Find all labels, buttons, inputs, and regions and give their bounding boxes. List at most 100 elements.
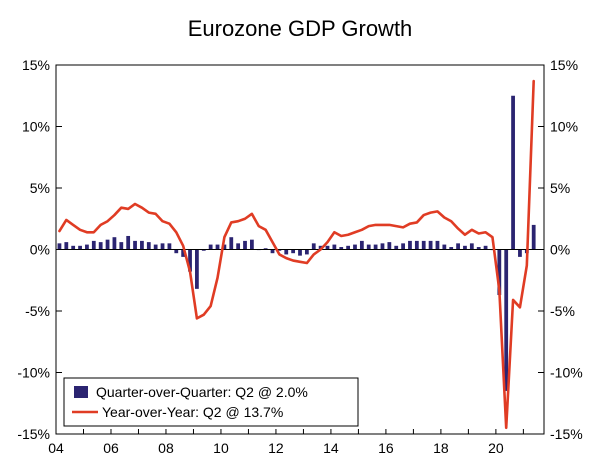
- yoy-line-series: [58, 79, 535, 430]
- qoq-bar: [421, 240, 426, 250]
- qoq-bar: [366, 244, 371, 250]
- qoq-bar: [325, 245, 330, 250]
- qoq-bar: [195, 249, 199, 289]
- y-tick-label-left: 10%: [22, 119, 50, 135]
- qoq-bar: [463, 245, 467, 250]
- bar-swatch-icon: [74, 386, 88, 398]
- qoq-bar: [236, 243, 241, 250]
- x-tick-label: 16: [378, 440, 394, 456]
- qoq-bar: [263, 248, 268, 250]
- qoq-bar: [57, 243, 62, 250]
- x-tick-label: 18: [433, 440, 449, 456]
- qoq-bar: [71, 245, 76, 250]
- y-tick-label-left: -10%: [17, 365, 50, 381]
- qoq-bar: [140, 240, 144, 250]
- qoq-bar-series: [57, 95, 536, 391]
- x-tick-label: 14: [323, 440, 339, 456]
- qoq-bar: [215, 244, 220, 250]
- legend: Quarter-over-Quarter: Q2 @ 2.0% Year-ove…: [63, 377, 359, 427]
- qoq-bar: [201, 249, 206, 251]
- qoq-bar: [291, 249, 296, 254]
- legend-box: [63, 377, 359, 427]
- y-tick-label-right: 0%: [550, 242, 570, 258]
- qoq-bar: [518, 249, 522, 257]
- qoq-bar: [476, 247, 481, 250]
- qoq-bar: [373, 244, 378, 250]
- qoq-bar: [449, 247, 454, 250]
- qoq-bar: [380, 243, 385, 250]
- y-tick-label-right: -10%: [550, 365, 583, 381]
- qoq-bar: [105, 239, 110, 250]
- qoq-bar: [339, 247, 344, 250]
- y-tick-label-right: -5%: [550, 303, 575, 319]
- y-tick-label-right: -15%: [550, 426, 583, 442]
- qoq-bar: [229, 237, 234, 250]
- legend-label-qoq: Quarter-over-Quarter: Q2 @ 2.0%: [96, 384, 308, 400]
- legend-label-yoy: Year-over-Year: Q2 @ 13.7%: [102, 404, 283, 420]
- qoq-bar: [469, 243, 474, 250]
- qoq-bar: [531, 224, 536, 250]
- qoq-bar: [401, 243, 405, 250]
- y-tick-label-right: 5%: [550, 180, 570, 196]
- qoq-bar: [428, 240, 433, 250]
- qoq-bar: [346, 245, 350, 250]
- qoq-bar: [181, 249, 186, 257]
- x-tick-label: 10: [213, 440, 229, 456]
- qoq-bar: [387, 242, 392, 250]
- qoq-bar: [243, 240, 247, 250]
- qoq-bar: [304, 249, 309, 255]
- x-tick-label: 12: [268, 440, 284, 456]
- qoq-bar: [85, 244, 89, 250]
- y-tick-label-left: 15%: [22, 57, 50, 73]
- qoq-bar: [188, 249, 192, 272]
- axis-ticks: 15% 15% 10% 10% 5% 5% 0% 0% -5% -5% -10% -10% -15% -1…: [17, 57, 582, 456]
- qoq-bar: [359, 240, 364, 250]
- qoq-bar: [298, 249, 302, 256]
- x-tick-label: 20: [488, 440, 504, 456]
- qoq-bar: [277, 249, 282, 251]
- qoq-bar: [456, 243, 460, 250]
- qoq-bar: [414, 240, 419, 250]
- qoq-bar: [483, 245, 488, 250]
- y-tick-label-left: -5%: [25, 303, 50, 319]
- qoq-bar: [311, 243, 316, 250]
- qoq-bar: [98, 242, 103, 250]
- qoq-bar: [208, 244, 213, 250]
- y-tick-label-right: 10%: [550, 119, 578, 135]
- yoy-line: [58, 79, 535, 430]
- qoq-bar: [112, 237, 117, 250]
- qoq-bar: [332, 244, 337, 250]
- chart-title: Eurozone GDP Growth: [188, 16, 413, 41]
- qoq-bar: [160, 243, 165, 250]
- qoq-bar: [153, 244, 158, 250]
- qoq-bar: [435, 240, 440, 250]
- x-tick-label: 08: [158, 440, 174, 456]
- qoq-bar: [64, 242, 69, 250]
- qoq-bar: [119, 242, 124, 250]
- y-tick-label-left: 5%: [30, 180, 50, 196]
- qoq-bar: [174, 249, 179, 254]
- qoq-bar: [91, 240, 96, 250]
- qoq-bar: [504, 249, 509, 391]
- qoq-bar: [146, 242, 151, 250]
- qoq-bar: [408, 240, 412, 250]
- x-tick-label: 06: [103, 440, 119, 456]
- qoq-bar: [126, 235, 131, 250]
- qoq-bar: [442, 244, 447, 250]
- qoq-bar: [133, 240, 137, 250]
- qoq-bar: [511, 95, 515, 250]
- qoq-bar: [222, 244, 227, 250]
- y-tick-label-left: -15%: [17, 426, 50, 442]
- x-tick-label: 04: [48, 440, 64, 456]
- qoq-bar: [270, 249, 275, 254]
- qoq-bar: [497, 249, 502, 296]
- qoq-bar: [284, 249, 289, 255]
- qoq-bar: [250, 239, 254, 250]
- qoq-bar: [394, 245, 399, 250]
- qoq-bar: [353, 244, 357, 250]
- y-tick-label-left: 0%: [30, 242, 50, 258]
- qoq-bar: [167, 243, 172, 250]
- y-tick-label-right: 15%: [550, 57, 578, 73]
- qoq-bar: [78, 245, 82, 250]
